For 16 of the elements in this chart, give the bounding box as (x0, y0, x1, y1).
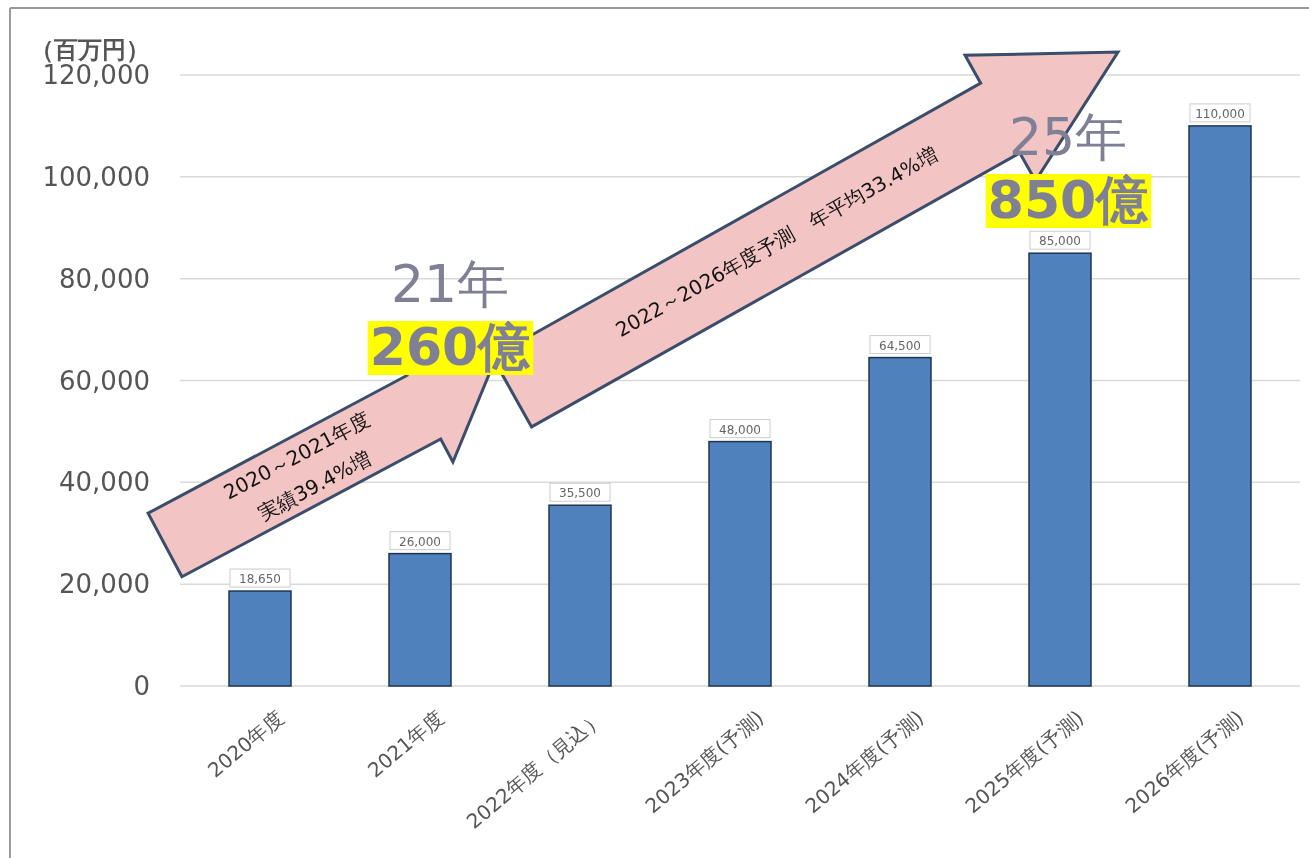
y-tick-label: 60,000 (59, 365, 150, 396)
data-label: 18,650 (239, 572, 281, 587)
annotation: 850億 (987, 170, 1150, 230)
y-tick-label: 100,000 (42, 161, 150, 192)
y-tick-label: 40,000 (59, 467, 150, 498)
annotation: 21年 (390, 254, 510, 314)
data-label: 85,000 (1039, 234, 1081, 249)
data-label: 110,000 (1195, 106, 1245, 121)
data-label: 64,500 (879, 338, 921, 353)
data-label: 48,000 (719, 422, 761, 437)
y-tick-label: 80,000 (59, 263, 150, 294)
y-tick-label: 20,000 (59, 569, 150, 600)
y-tick-label: 0 (133, 671, 150, 701)
annotation: 260億 (369, 317, 532, 377)
data-label: 35,500 (559, 486, 601, 501)
data-label: 26,000 (399, 534, 441, 549)
